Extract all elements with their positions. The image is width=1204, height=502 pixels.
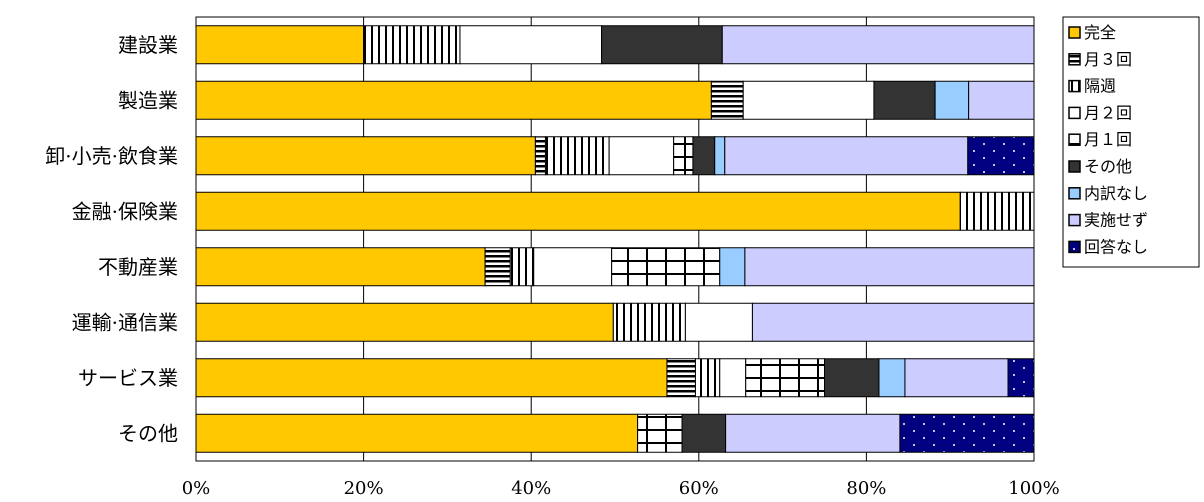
plot-frame <box>195 16 1035 462</box>
bar-segment <box>611 247 721 287</box>
x-tick-label: 0% <box>182 478 211 499</box>
category-label: 製造業 <box>118 88 178 112</box>
bar-segment <box>544 136 610 176</box>
legend-label: その他 <box>1084 157 1132 176</box>
bar-segment <box>601 25 723 65</box>
bar-segment <box>873 80 936 120</box>
bar-segment <box>195 25 365 65</box>
bar-segment <box>534 136 546 176</box>
legend-swatch <box>1068 213 1081 227</box>
bar-segment <box>608 136 675 176</box>
bar-segment <box>363 25 461 65</box>
legend-label: 隔週 <box>1084 77 1116 96</box>
legend-label: 完全 <box>1084 23 1116 42</box>
legend-swatch <box>1068 133 1081 146</box>
bar-segment <box>714 136 726 176</box>
legend-swatch <box>1068 79 1081 93</box>
bar-segment <box>694 358 721 398</box>
legend-label: 月３回 <box>1084 50 1132 69</box>
category-label: 卸·小売·飲食業 <box>45 144 178 168</box>
x-tick-label: 60% <box>679 478 719 499</box>
bar-segment <box>684 302 753 342</box>
bar-segment <box>612 302 686 342</box>
legend-label: 月２回 <box>1084 103 1132 122</box>
bar-segment <box>484 247 511 287</box>
bar-segment <box>899 413 1035 453</box>
bar-segment <box>195 136 536 176</box>
x-axis-tick-labels: 0% 20% 40% 60% 80% 100% <box>182 478 1060 499</box>
x-tick-label: 80% <box>846 478 886 499</box>
x-tick-label: 100% <box>1008 478 1059 499</box>
bar-segment <box>681 413 727 453</box>
legend-swatch <box>1068 187 1081 200</box>
legend-label: 内訳なし <box>1084 184 1148 203</box>
category-label: その他 <box>118 421 178 445</box>
category-label: サービス業 <box>78 366 178 390</box>
legend-swatch <box>1068 53 1081 66</box>
bar-segment <box>1007 358 1035 398</box>
x-tick-label: 20% <box>344 478 384 499</box>
bar-segment <box>744 247 1035 287</box>
bar-segment <box>878 358 906 398</box>
legend-swatch <box>1068 26 1081 39</box>
bar-segment <box>533 247 613 287</box>
bar-segment <box>195 80 712 120</box>
bar-segment <box>724 136 969 176</box>
category-label: 建設業 <box>118 33 178 57</box>
bar-segment <box>509 247 535 287</box>
legend-label: 月１回 <box>1084 130 1132 149</box>
bar-segment <box>710 80 744 120</box>
legend-swatch <box>1068 106 1081 120</box>
bar-segment <box>721 25 1035 65</box>
bar-segment <box>824 358 880 398</box>
bar-segment <box>719 358 747 398</box>
bar-segment <box>719 247 746 287</box>
legend-swatch <box>1068 240 1081 254</box>
bars <box>195 25 1035 453</box>
bar-segment <box>725 413 901 453</box>
bar-segment <box>195 302 614 342</box>
bar-segment <box>195 413 639 453</box>
bar-segment <box>459 25 603 65</box>
x-tick-label: 40% <box>511 478 551 499</box>
bar-segment <box>673 136 694 176</box>
bar-segment <box>934 80 970 120</box>
bar-segment <box>745 358 826 398</box>
bar-segment <box>637 413 683 453</box>
bar-segment <box>904 358 1009 398</box>
category-label: 金融·保険業 <box>72 199 178 223</box>
bar-segment <box>968 80 1035 120</box>
bar-segment <box>666 358 696 398</box>
category-label: 運輸·通信業 <box>72 310 178 334</box>
bar-segment <box>195 247 486 287</box>
legend-swatch <box>1068 160 1081 173</box>
bar-segment <box>195 191 961 231</box>
legend-label: 回答なし <box>1084 237 1148 256</box>
bar-segment <box>742 80 875 120</box>
legend-label: 実施せず <box>1084 211 1148 230</box>
bar-segment <box>959 191 1035 231</box>
category-label: 不動産業 <box>98 255 178 279</box>
bar-segment <box>692 136 716 176</box>
bar-segment <box>967 136 1035 176</box>
legend-box <box>1062 16 1200 268</box>
bar-segment <box>751 302 1035 342</box>
bar-segment <box>195 358 668 398</box>
